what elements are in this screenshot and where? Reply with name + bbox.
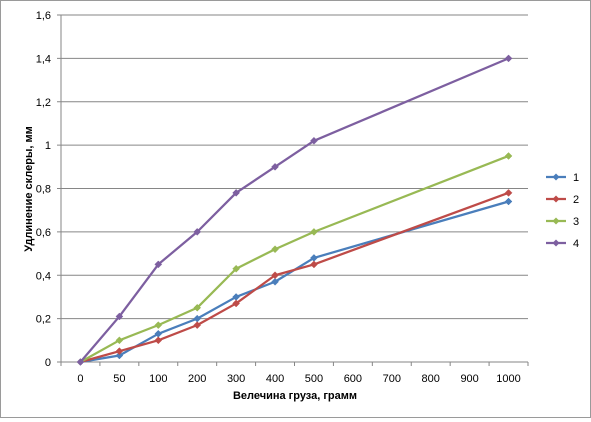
series-4	[76, 54, 513, 366]
data-point-marker	[504, 188, 513, 197]
legend-label: 1	[573, 172, 579, 184]
y-tick-label: 0,4	[36, 270, 51, 282]
series-1	[76, 197, 513, 366]
x-tick-label: 400	[266, 373, 284, 385]
x-tick-label: 300	[227, 373, 245, 385]
legend-marker	[552, 195, 560, 203]
legend-entry-3: 3	[546, 216, 579, 228]
series-3	[76, 152, 513, 366]
data-point-marker	[154, 260, 163, 269]
data-point-marker	[193, 228, 202, 236]
legend-label: 4	[573, 238, 579, 250]
data-point-marker	[271, 162, 279, 171]
gridlines	[61, 14, 528, 320]
y-tick-labels: 0 0,2 0,4 0,6 0,8 1 1,2 1,4 1,6	[36, 10, 61, 369]
data-point-marker	[232, 188, 240, 197]
y-tick-label: 0,2	[36, 314, 51, 326]
series-lines	[76, 54, 513, 366]
y-tick-label: 1,6	[36, 10, 51, 22]
x-axis-title: Велечина груза, грамм	[233, 390, 357, 402]
data-point-marker	[232, 264, 240, 273]
y-tick-label: 1	[45, 140, 51, 152]
data-point-marker	[310, 228, 318, 236]
series-line	[80, 191, 509, 364]
x-tick-label: 200	[188, 373, 206, 385]
x-tick-label: 1000	[496, 373, 520, 385]
series-line	[79, 57, 509, 363]
data-point-marker	[310, 260, 318, 269]
x-tick-label: 500	[305, 373, 323, 385]
legend: 1 2 3 4	[546, 172, 579, 250]
legend-entry-1: 1	[546, 172, 579, 184]
data-point-marker	[115, 347, 124, 356]
data-point-marker	[271, 277, 279, 286]
x-tick-label: 0	[77, 373, 83, 385]
legend-label: 2	[573, 194, 579, 206]
data-point-marker	[504, 54, 513, 63]
x-tick-label: 900	[460, 373, 478, 385]
series-line	[80, 200, 509, 364]
data-point-marker	[193, 303, 202, 312]
y-axis-title: Удлинение склеры, мм	[23, 126, 35, 251]
y-tick-label: 0,8	[36, 184, 51, 196]
data-point-marker	[271, 245, 279, 254]
data-point-marker	[154, 321, 163, 329]
legend-entry-2: 2	[546, 194, 579, 206]
data-point-marker	[193, 321, 202, 329]
data-point-marker	[310, 136, 318, 145]
x-tick-labels: 0 50 100 200 300 400 500 600 700 800 900 1000	[60, 362, 529, 385]
data-point-marker	[504, 197, 513, 206]
y-tick-label: 0,6	[36, 227, 51, 239]
series-2	[76, 188, 513, 366]
data-point-marker	[271, 271, 279, 280]
data-point-marker	[76, 358, 85, 366]
legend-label: 3	[573, 216, 579, 228]
data-point-marker	[115, 312, 124, 321]
legend-entry-4: 4	[546, 238, 579, 250]
legend-marker	[552, 173, 560, 181]
y-tick-label: 1,2	[36, 97, 51, 109]
data-point-marker	[154, 336, 163, 345]
x-tick-label: 800	[422, 373, 440, 385]
x-tick-label: 50	[113, 373, 125, 385]
data-point-marker	[232, 299, 240, 308]
x-tick-label: 600	[344, 373, 362, 385]
series-line	[79, 154, 509, 363]
x-tick-label: 700	[383, 373, 401, 385]
y-tick-label: 0	[45, 357, 51, 369]
y-tick-label: 1,4	[36, 53, 51, 65]
legend-marker	[552, 239, 560, 247]
data-point-marker	[115, 336, 124, 345]
data-point-marker	[115, 351, 124, 360]
x-tick-label: 100	[149, 373, 167, 385]
legend-marker	[552, 217, 560, 225]
data-point-marker	[504, 152, 513, 160]
